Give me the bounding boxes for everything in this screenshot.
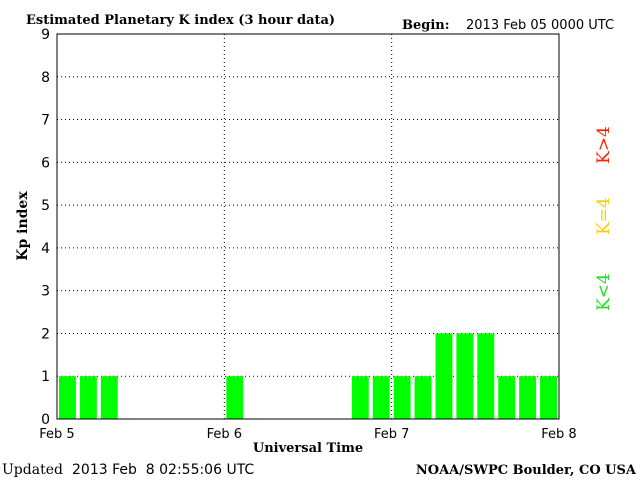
grid-lines <box>57 34 559 419</box>
x-tick-label: Feb 8 <box>541 427 576 442</box>
kp-bar <box>226 376 244 419</box>
kp-bar <box>351 376 369 419</box>
y-tick-label: 5 <box>41 198 50 214</box>
y-axis-label: Kp index <box>15 191 31 261</box>
updated-label: Updated <box>2 462 63 478</box>
begin-label: Begin: <box>402 18 450 33</box>
kp-bar <box>540 376 557 419</box>
kp-bar <box>456 333 474 419</box>
updated-timestamp: 2013 Feb 8 02:55:06 UTC <box>72 462 254 478</box>
kp-bar <box>477 333 495 419</box>
kp-bar <box>393 376 411 419</box>
kp-bar <box>519 376 537 419</box>
y-tick-label: 0 <box>41 412 50 428</box>
x-tick-label: Feb 5 <box>39 427 74 442</box>
x-tick-label: Feb 7 <box>374 427 409 442</box>
x-tick-labels: Feb 5 Feb 6 Feb 7 Feb 8 <box>39 427 576 442</box>
y-tick-label: 8 <box>41 70 50 86</box>
y-tick-label: 7 <box>41 113 50 129</box>
begin-date: 2013 Feb 05 0000 UTC <box>466 18 614 33</box>
kp-bar <box>59 376 76 419</box>
y-tick-label: 3 <box>41 284 50 300</box>
x-tick-label: Feb 6 <box>207 427 242 442</box>
y-tick-label: 4 <box>41 241 50 257</box>
legend-k-less-4: K<4 <box>594 273 614 311</box>
x-axis-label: Universal Time <box>253 441 363 456</box>
plot-frame <box>56 33 560 420</box>
y-tick-label: 9 <box>41 27 50 43</box>
kp-bar <box>372 376 390 419</box>
legend-k-greater-4: K>4 <box>594 126 614 164</box>
y-tick-labels: 0 1 2 3 4 5 6 7 8 9 <box>41 27 50 428</box>
kp-bar <box>498 376 516 419</box>
y-tick-label: 2 <box>41 326 50 342</box>
kp-bar <box>435 333 453 419</box>
kp-bar <box>100 376 118 419</box>
kp-bar <box>79 376 97 419</box>
kp-bar <box>414 376 432 419</box>
source-credit: NOAA/SWPC Boulder, CO USA <box>416 463 637 478</box>
legend-k-equal-4: K=4 <box>594 197 614 235</box>
chart-title: Estimated Planetary K index (3 hour data… <box>26 13 335 28</box>
bars-group <box>59 333 557 419</box>
y-tick-label: 6 <box>41 155 50 171</box>
y-tick-label: 1 <box>41 369 50 385</box>
